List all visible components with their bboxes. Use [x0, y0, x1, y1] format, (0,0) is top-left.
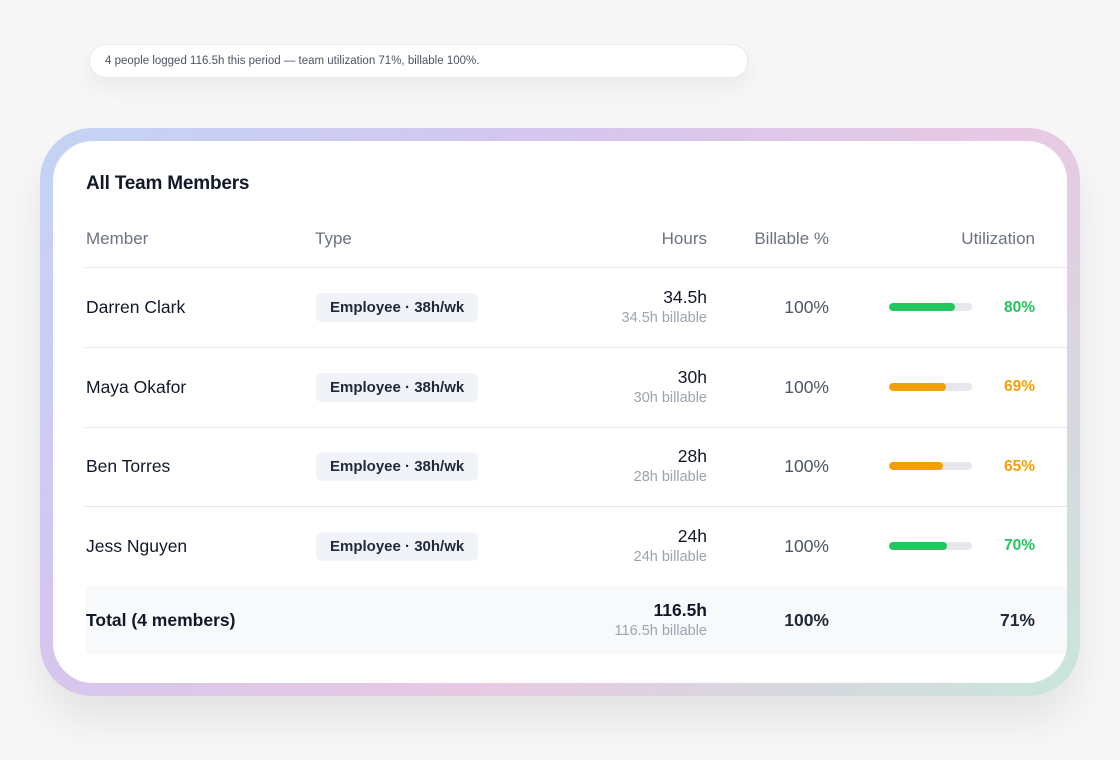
total-utilization: 71%: [999, 609, 1035, 630]
column-header-member: Member: [86, 229, 149, 248]
member-hours: 24h 24h billable: [634, 525, 707, 567]
member-hours: 28h 28h billable: [634, 445, 707, 487]
column-header-billable: Billable %: [754, 229, 829, 248]
table-row[interactable]: Ben Torres Employee · 38h/wk 28h 28h bil…: [85, 427, 1067, 506]
column-header-utilization: Utilization: [961, 229, 1035, 248]
summary-banner: 4 people logged 116.5h this period — tea…: [89, 44, 748, 78]
row-divider: [85, 426, 1067, 428]
member-hours: 34.5h 34.5h billable: [622, 286, 707, 328]
hours-value: 34.5h: [663, 287, 707, 307]
billable-hours: 30h billable: [633, 389, 707, 406]
table-row[interactable]: Maya Okafor Employee · 38h/wk 30h 30h bi…: [85, 348, 1067, 427]
utilization-bar-fill: [889, 462, 943, 470]
billable-hours: 24h billable: [633, 548, 707, 565]
utilization-percent: 80%: [1003, 298, 1035, 316]
table-row[interactable]: Jess Nguyen Employee · 30h/wk 24h 24h bi…: [85, 507, 1067, 586]
member-type-badge: Employee · 38h/wk: [316, 293, 479, 322]
billable-percent: 100%: [784, 535, 829, 556]
column-header-type: Type: [315, 229, 352, 248]
member-type-badge: Employee · 30h/wk: [316, 531, 479, 561]
total-billable-percent: 100%: [784, 609, 829, 630]
total-hours-value: 116.5h: [653, 600, 707, 620]
billable-hours: 28h billable: [633, 469, 707, 485]
utilization-bar: [889, 541, 972, 550]
billable-percent: 100%: [784, 456, 829, 476]
utilization-bar-fill: [889, 303, 956, 311]
row-divider: [85, 506, 1067, 507]
member-type-badge: Employee · 38h/wk: [316, 452, 479, 481]
member-name: Darren Clark: [86, 297, 186, 317]
utilization-bar-fill: [889, 541, 948, 550]
total-billable-hours: 116.5h billable: [614, 623, 707, 639]
billable-percent: 100%: [784, 297, 829, 317]
hours-value: 28h: [677, 446, 707, 466]
member-name: Jess Nguyen: [86, 535, 188, 556]
table-row[interactable]: Darren Clark Employee · 38h/wk 34.5h 34.…: [85, 268, 1067, 347]
member-name: Maya Okafor: [86, 376, 187, 397]
utilization-percent: 70%: [1003, 537, 1035, 554]
summary-text: 4 people logged 116.5h this period — tea…: [105, 55, 480, 67]
member-name: Ben Torres: [86, 456, 171, 476]
hours-value: 30h: [677, 366, 707, 387]
header-divider: [85, 267, 1067, 268]
row-divider: [85, 347, 1067, 348]
member-hours: 30h 30h billable: [634, 366, 707, 408]
member-type-badge: Employee · 38h/wk: [316, 372, 479, 402]
card-title: All Team Members: [86, 173, 250, 194]
team-members-card: All Team Members Member Type Hours Billa…: [53, 141, 1067, 683]
total-row: Total (4 members) 116.5h 116.5h billable…: [85, 586, 1067, 654]
total-label: Total (4 members): [86, 609, 236, 630]
billable-percent: 100%: [784, 376, 829, 397]
utilization-percent: 65%: [1003, 457, 1035, 475]
hours-value: 24h: [677, 525, 707, 546]
total-hours: 116.5h 116.5h billable: [615, 599, 707, 641]
column-header-hours: Hours: [661, 229, 707, 248]
utilization-bar: [889, 462, 972, 470]
billable-hours: 34.5h billable: [621, 310, 707, 326]
utilization-percent: 69%: [1003, 378, 1035, 395]
utilization-bar: [889, 303, 972, 311]
utilization-bar: [889, 382, 972, 391]
utilization-bar-fill: [889, 382, 947, 391]
